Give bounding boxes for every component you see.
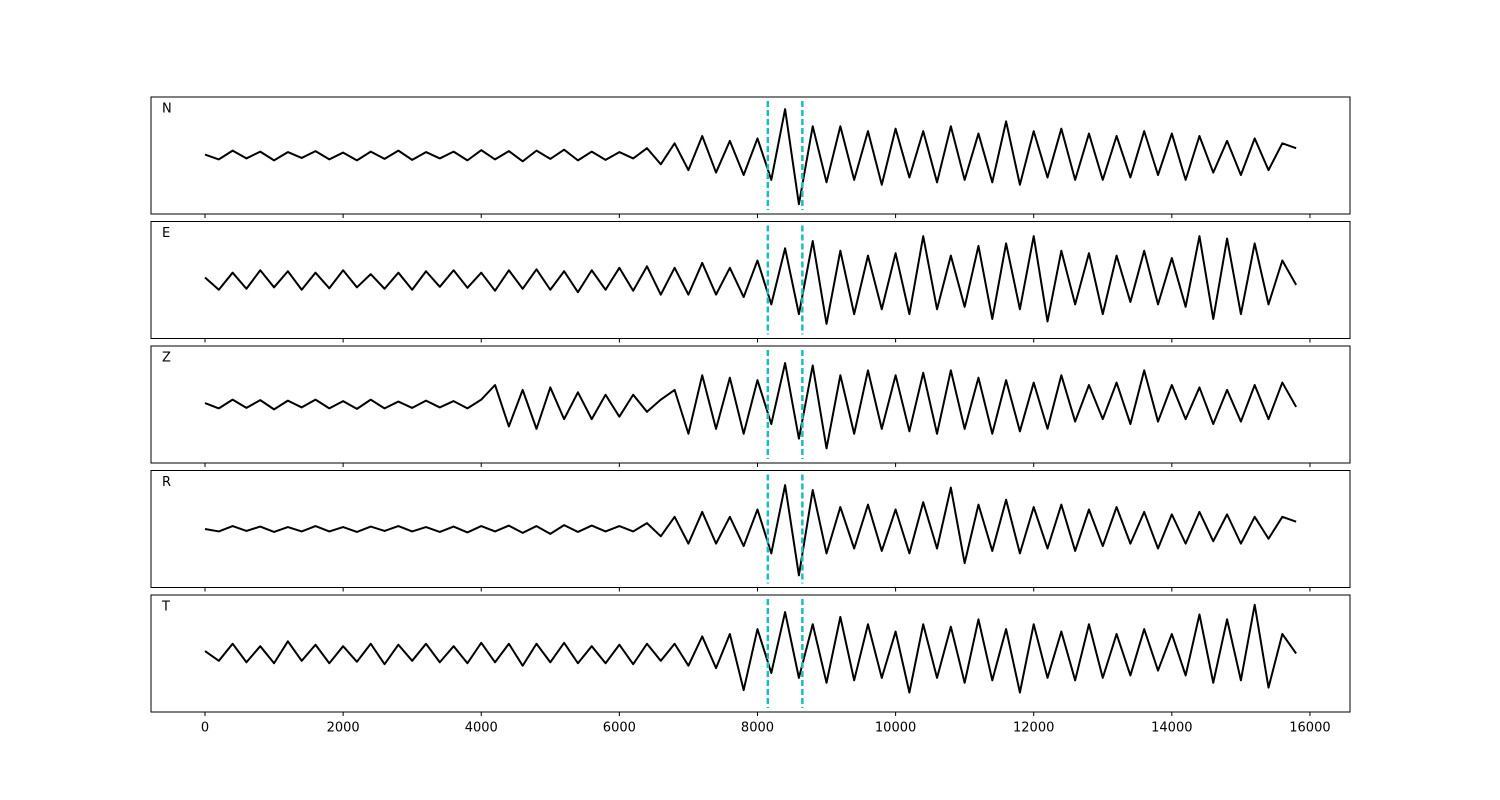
x-tick-label: 2000 [327,721,360,736]
x-tick-label: 6000 [603,721,636,736]
panel-label: R [162,475,171,490]
panel-frame [150,470,1351,588]
trace [204,603,1297,694]
x-tick-label: 10000 [875,721,916,736]
trace [204,484,1297,577]
panel-label: N [162,102,172,117]
trace [204,362,1298,450]
x-tick-label: 8000 [741,721,774,736]
panel-frame [150,345,1351,464]
x-tick-label: 14000 [1151,721,1192,736]
panel-label: T [161,600,170,615]
x-tick-label: 0 [201,721,209,736]
x-tick-label: 12000 [1013,721,1054,736]
panel-frame [150,221,1351,339]
x-tick-label: 4000 [465,721,498,736]
panel-label: Z [162,351,171,366]
x-tick-label: 16000 [1289,721,1330,736]
panel-frame [150,594,1351,713]
trace [204,235,1298,325]
trace [204,108,1297,206]
panel-label: E [162,226,170,241]
panel-frame [150,96,1351,215]
